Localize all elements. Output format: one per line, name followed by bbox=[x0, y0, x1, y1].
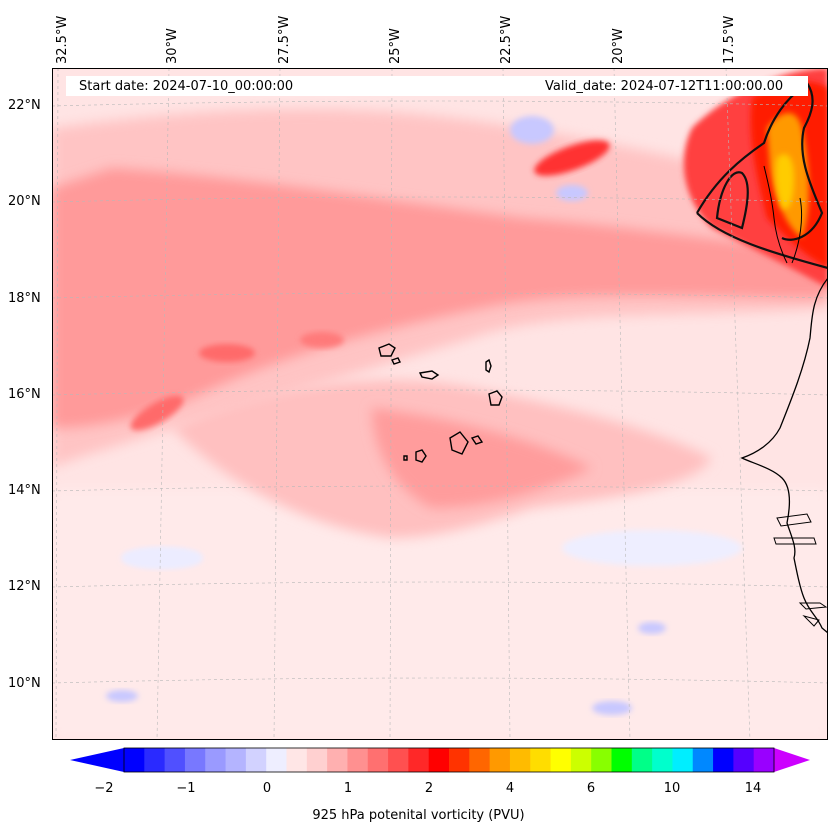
colorbar-cell bbox=[469, 748, 491, 772]
lon-label-30w: 30°W bbox=[165, 28, 180, 64]
colorbar bbox=[70, 747, 810, 773]
negative-pv-pocket bbox=[638, 622, 666, 634]
lat-label-12n: 12°N bbox=[8, 579, 41, 594]
negative-pv-pocket bbox=[106, 690, 138, 702]
colorbar-cell bbox=[184, 748, 206, 772]
colorbar-cell bbox=[367, 748, 389, 772]
negative-pv-pocket bbox=[556, 185, 588, 201]
colorbar-cell bbox=[631, 748, 653, 772]
intense-pv-peak bbox=[775, 154, 794, 209]
date-info-box bbox=[66, 76, 808, 96]
lon-label-20w: 20°W bbox=[611, 28, 626, 64]
colorbar-cell bbox=[753, 748, 775, 772]
lon-label-17-5w: 17.5°W bbox=[722, 15, 737, 64]
colorbar-cell bbox=[388, 748, 409, 772]
graticule bbox=[52, 68, 828, 740]
colorbar-cell bbox=[124, 748, 145, 772]
cape-verde-islands bbox=[378, 343, 503, 463]
valid-date-label: Valid_date: 2024-07-12T11:00:00.00 bbox=[545, 79, 784, 94]
colorbar-cell bbox=[164, 748, 186, 772]
colorbar-cell bbox=[489, 748, 511, 772]
lon-label-22-5w: 22.5°W bbox=[499, 15, 514, 64]
colorbar-cell bbox=[144, 748, 166, 772]
colorbar-frame bbox=[123, 747, 775, 773]
lon-label-27-5w: 27.5°W bbox=[277, 15, 292, 64]
colorbar-cell bbox=[611, 748, 633, 772]
colorbar-tick: 6 bbox=[586, 781, 596, 796]
colorbar-cell bbox=[428, 748, 450, 772]
lat-label-16n: 16°N bbox=[8, 387, 41, 402]
colorbar-cell bbox=[266, 748, 287, 772]
colorbar-cell bbox=[449, 748, 470, 772]
colorbar-cell bbox=[570, 748, 592, 772]
pv-contour bbox=[696, 82, 828, 270]
colorbar-cell bbox=[530, 748, 552, 772]
colorbar-cell bbox=[733, 748, 755, 772]
colorbar-cell bbox=[205, 748, 227, 772]
colorbar-tick: 2 bbox=[424, 781, 434, 796]
lon-label-25w: 25°W bbox=[388, 28, 403, 64]
colorbar-tick: 1 bbox=[343, 781, 353, 796]
central-core bbox=[372, 408, 592, 508]
lat-label-20n: 20°N bbox=[8, 194, 41, 209]
negative-pv-pocket bbox=[592, 701, 632, 715]
lat-label-22n: 22°N bbox=[8, 98, 41, 113]
colorbar-cell bbox=[713, 748, 734, 772]
colorbar-cells bbox=[124, 748, 775, 772]
colorbar-cell bbox=[327, 748, 348, 772]
lat-label-18n: 18°N bbox=[8, 291, 41, 306]
colorbar-tick: 10 bbox=[663, 781, 681, 796]
negative-pv-pocket bbox=[562, 530, 742, 566]
colorbar-cell bbox=[550, 748, 572, 772]
pv-map bbox=[52, 68, 828, 740]
colorbar-tick: −2 bbox=[94, 781, 114, 796]
map-frame bbox=[52, 68, 828, 740]
colorbar-cell bbox=[509, 748, 531, 772]
lat-label-14n: 14°N bbox=[8, 483, 41, 498]
colorbar-cell bbox=[245, 748, 267, 772]
lat-label-10n: 10°N bbox=[8, 676, 41, 691]
pv-streak bbox=[199, 344, 255, 362]
pv-streak bbox=[534, 140, 610, 176]
negative-pv-pocket bbox=[122, 548, 202, 568]
colorbar-extend-high bbox=[774, 748, 810, 772]
colorbar-tick: 14 bbox=[744, 781, 762, 796]
mauritania-coast bbox=[763, 165, 803, 264]
negative-pv-pocket bbox=[510, 116, 554, 144]
colorbar-tick: −1 bbox=[176, 781, 196, 796]
lon-label-32-5w: 32.5°W bbox=[55, 15, 70, 64]
pv-contour bbox=[715, 171, 749, 230]
colorbar-cell bbox=[408, 748, 430, 772]
colorbar-tick: 4 bbox=[505, 781, 515, 796]
pv-streak bbox=[130, 395, 184, 431]
colorbar-cell bbox=[225, 748, 247, 772]
pv-streak bbox=[300, 332, 344, 348]
colorbar-cell bbox=[672, 748, 694, 772]
colorbar-cell bbox=[591, 748, 612, 772]
coastal-islands bbox=[773, 513, 828, 627]
start-date-label: Start date: 2024-07-10_00:00:00 bbox=[79, 79, 294, 94]
colorbar-tick: 0 bbox=[262, 781, 272, 796]
colorbar-cell bbox=[286, 748, 308, 772]
colorbar-cell bbox=[306, 748, 328, 772]
colorbar-extend-low bbox=[70, 748, 124, 772]
african-coastline bbox=[740, 277, 828, 634]
colorbar-label: 925 hPa potenital vorticity (PVU) bbox=[312, 808, 525, 823]
colorbar-cell bbox=[347, 748, 369, 772]
colorbar-cell bbox=[692, 748, 714, 772]
high-pv-band bbox=[52, 168, 828, 428]
colorbar-cell bbox=[652, 748, 673, 772]
